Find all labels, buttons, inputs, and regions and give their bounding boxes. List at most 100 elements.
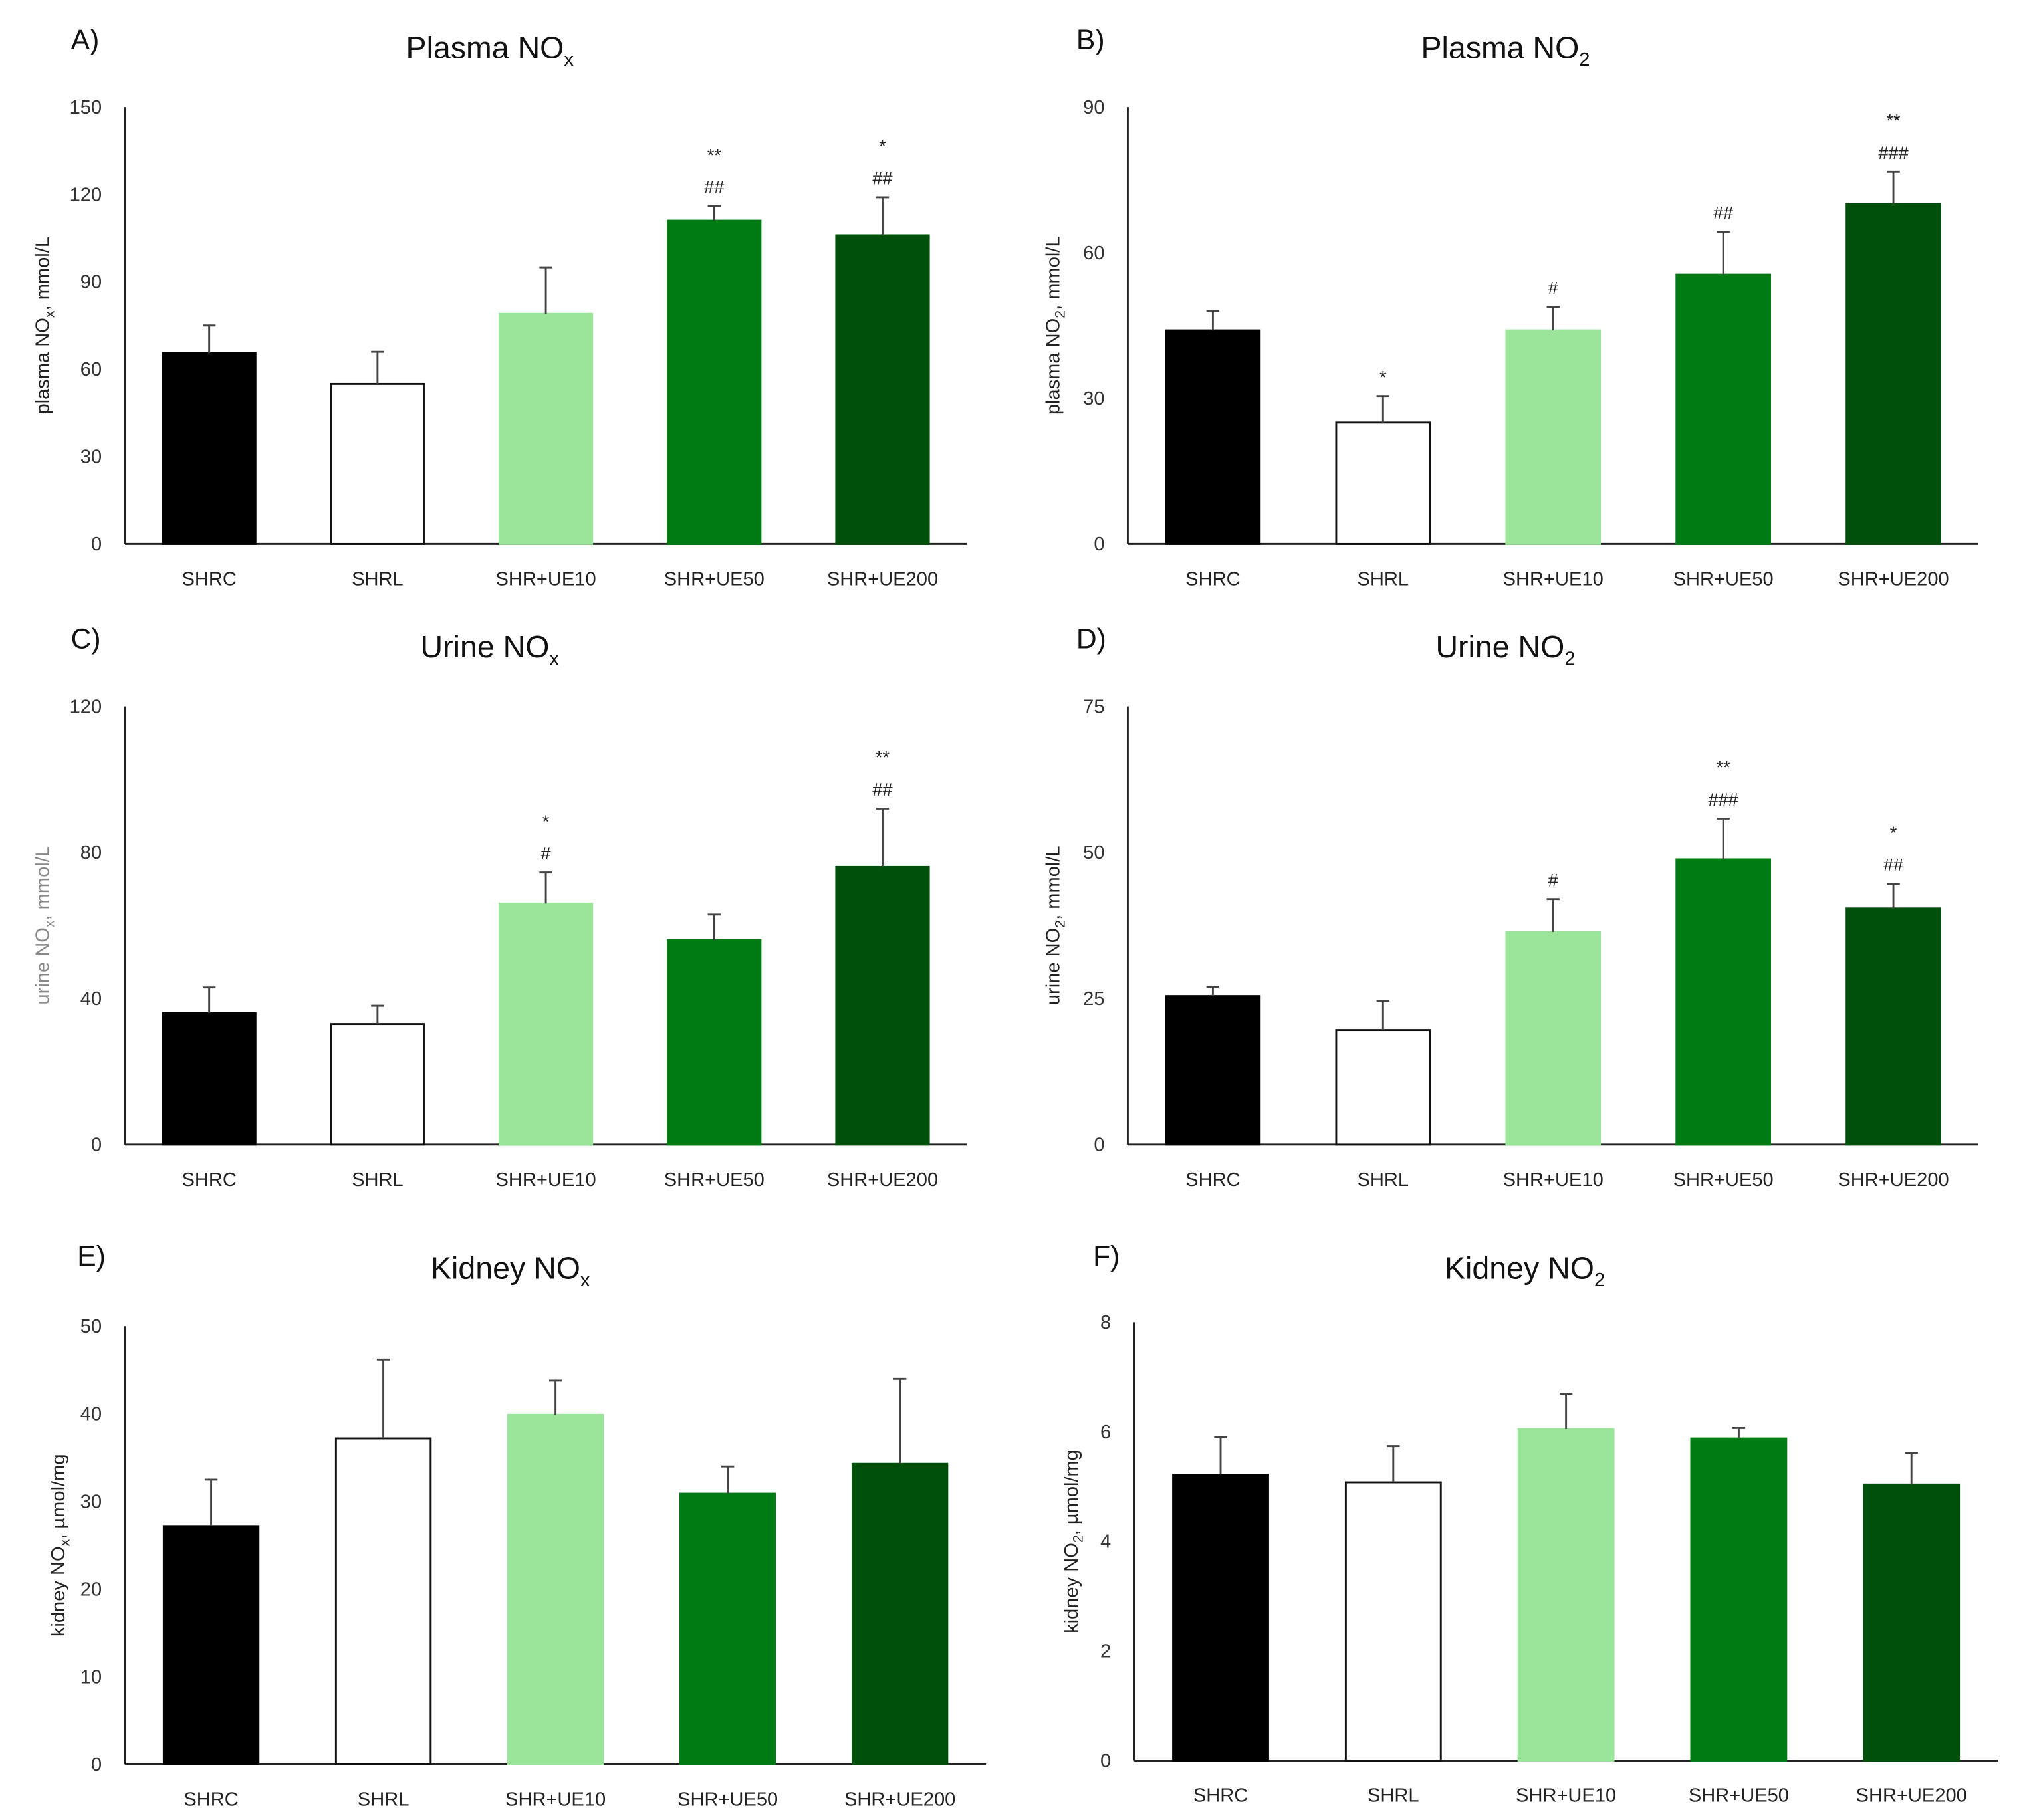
bar-shrl	[334, 1437, 432, 1765]
x-tick-label: SHR+UE50	[1673, 568, 1774, 590]
significance-annotation: **	[1886, 110, 1901, 130]
y-tick-label: 0	[91, 1754, 102, 1775]
bar-shrc	[1165, 329, 1261, 545]
x-tick-label: SHR+UE200	[1856, 1785, 1967, 1807]
significance-annotation: ##	[872, 168, 892, 189]
y-tick-label: 0	[91, 534, 102, 555]
x-tick-label: SHR+UE200	[1838, 568, 1949, 590]
chart-title-main: Plasma NO	[1421, 30, 1579, 64]
y-axis-label-unit: , mmol/L	[33, 237, 54, 311]
bar-shr-ue10	[507, 1413, 604, 1765]
x-tick-label: SHR+UE200	[1838, 1169, 1949, 1191]
y-tick-label: 50	[1083, 842, 1104, 863]
y-tick-label: 30	[80, 1492, 102, 1513]
bar-shr-ue200	[1863, 1483, 1961, 1762]
bar-shrl	[1335, 1029, 1431, 1146]
y-tick-label: 75	[1083, 696, 1104, 717]
y-tick-label: 0	[1100, 1750, 1111, 1771]
bar-shrc	[1165, 995, 1261, 1146]
y-axis-label: urine NO2, mmol/L	[1043, 846, 1068, 1005]
y-axis-label-subscript: x	[57, 1539, 73, 1546]
x-tick-label: SHRC	[1185, 568, 1240, 590]
chart-title-main: Urine NO	[421, 629, 550, 664]
x-tick-label: SHR+UE10	[505, 1789, 606, 1810]
y-tick-label: 40	[80, 988, 102, 1010]
chart-title: Plasma NO2	[1421, 30, 1590, 70]
x-tick-label: SHRL	[352, 1169, 404, 1191]
y-tick-label: 0	[91, 1135, 102, 1156]
y-tick-label: 40	[80, 1404, 102, 1425]
y-axis-label-subscript: x	[41, 920, 57, 927]
y-axis-label-subscript: 2	[1052, 310, 1068, 318]
x-tick-label: SHR+UE50	[1689, 1785, 1789, 1807]
x-tick-label: SHR+UE50	[1673, 1169, 1774, 1191]
bar-shr-ue200	[835, 234, 930, 545]
y-axis-label-main: urine NO	[33, 927, 54, 1004]
x-tick-label: SHR+UE50	[664, 1169, 765, 1191]
y-axis-label-subscript: 2	[1052, 920, 1068, 928]
y-tick-label: 60	[1083, 243, 1104, 264]
bar-shr-ue200	[851, 1462, 949, 1765]
bar-shr-ue50	[1675, 858, 1771, 1146]
y-axis-label-unit: , mmol/L	[1043, 236, 1064, 310]
y-axis-label-main: plasma NO	[1043, 318, 1064, 415]
y-axis-label-unit: , µmol/mg	[1061, 1450, 1082, 1535]
bar-shr-ue200	[1845, 203, 1941, 545]
y-axis-label-main: kidney NO	[48, 1546, 69, 1637]
y-tick-label: 30	[80, 447, 102, 468]
x-tick-label: SHRL	[1358, 1169, 1409, 1191]
x-tick-label: SHR+UE10	[1503, 568, 1604, 590]
significance-annotation: **	[707, 144, 722, 165]
x-tick-label: SHRL	[358, 1789, 410, 1810]
x-tick-label: SHRL	[1367, 1785, 1419, 1807]
y-tick-label: 30	[1083, 388, 1104, 409]
significance-annotation: ##	[872, 779, 892, 800]
chart-title: Urine NOx	[421, 629, 560, 670]
chart-title: Kidney NOx	[431, 1250, 590, 1291]
y-tick-label: 8	[1100, 1312, 1111, 1333]
bar-shr-ue10	[498, 312, 594, 545]
bar-shrc	[162, 352, 257, 545]
y-tick-label: 50	[80, 1316, 102, 1337]
chart-title-main: Kidney NO	[1445, 1250, 1594, 1285]
significance-annotation: *	[542, 811, 550, 832]
significance-annotation: #	[1548, 278, 1558, 298]
significance-annotation: *	[879, 136, 886, 156]
y-tick-label: 90	[80, 272, 102, 293]
y-axis-label-main: urine NO	[1043, 928, 1064, 1005]
bar-shr-ue200	[1845, 907, 1941, 1146]
y-tick-label: 60	[80, 359, 102, 380]
significance-annotation: **	[876, 747, 890, 768]
panel-label: E)	[77, 1240, 106, 1272]
y-tick-label: 2	[1100, 1641, 1111, 1662]
y-tick-label: 120	[70, 184, 102, 205]
y-tick-label: 80	[80, 842, 102, 863]
x-tick-label: SHRC	[181, 568, 236, 590]
chart-title-subscript: x	[580, 1270, 590, 1291]
y-axis-label: plasma NOx, mmol/L	[33, 237, 58, 415]
y-tick-label: 20	[80, 1579, 102, 1600]
x-tick-label: SHR+UE50	[677, 1789, 778, 1810]
bar-shrc	[162, 1525, 260, 1765]
significance-annotation: ##	[704, 177, 724, 197]
x-tick-label: SHR+UE50	[664, 568, 765, 590]
y-axis-label-main: plasma NO	[33, 318, 54, 414]
bar-shrl	[1344, 1481, 1442, 1762]
bar-shrl	[330, 382, 425, 545]
x-tick-label: SHRL	[1358, 568, 1409, 590]
y-tick-label: 4	[1100, 1532, 1111, 1553]
significance-annotation: ##	[1713, 202, 1733, 223]
y-tick-label: 120	[70, 696, 102, 717]
y-tick-label: 6	[1100, 1422, 1111, 1443]
y-axis-label-unit: , µmol/mg	[48, 1454, 69, 1539]
bar-shrl	[1335, 421, 1431, 545]
y-tick-label: 150	[70, 97, 102, 118]
panel-label: D)	[1076, 623, 1106, 655]
bar-shr-ue50	[679, 1492, 776, 1765]
bar-shrc	[162, 1012, 257, 1146]
